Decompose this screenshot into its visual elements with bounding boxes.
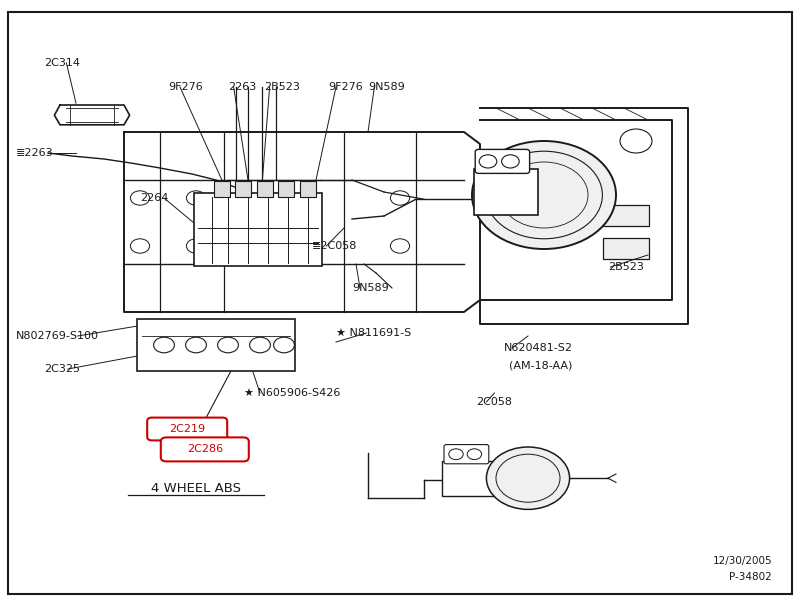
FancyBboxPatch shape: [475, 149, 530, 173]
Text: P-34802: P-34802: [730, 572, 772, 582]
FancyBboxPatch shape: [214, 181, 230, 197]
FancyBboxPatch shape: [300, 181, 316, 197]
FancyBboxPatch shape: [444, 445, 489, 464]
Text: 9F276: 9F276: [168, 82, 202, 92]
FancyBboxPatch shape: [235, 181, 251, 197]
Text: ★ N811691-S: ★ N811691-S: [336, 328, 411, 338]
FancyBboxPatch shape: [137, 319, 295, 371]
Text: 9N589: 9N589: [368, 82, 405, 92]
FancyBboxPatch shape: [161, 437, 249, 461]
FancyBboxPatch shape: [474, 169, 538, 215]
Text: (AM-18-AA): (AM-18-AA): [509, 361, 572, 371]
Text: N620481-S2: N620481-S2: [504, 343, 573, 353]
Text: 2B523: 2B523: [264, 82, 300, 92]
Text: 2B523: 2B523: [608, 262, 644, 272]
Text: 2C286: 2C286: [186, 445, 223, 454]
Text: ≣2263: ≣2263: [16, 148, 54, 158]
Text: 2C325: 2C325: [44, 364, 80, 374]
Text: 2263: 2263: [228, 82, 256, 92]
Text: 2264: 2264: [140, 193, 168, 203]
FancyBboxPatch shape: [147, 418, 227, 440]
Circle shape: [486, 447, 570, 509]
Text: ≣2C058: ≣2C058: [312, 241, 358, 251]
FancyBboxPatch shape: [603, 205, 649, 226]
Text: 2C219: 2C219: [169, 424, 206, 434]
Text: 2C314: 2C314: [44, 58, 80, 68]
FancyBboxPatch shape: [8, 12, 792, 594]
Text: 4 WHEEL ABS: 4 WHEEL ABS: [151, 482, 241, 496]
FancyBboxPatch shape: [194, 193, 322, 266]
Text: 9N589: 9N589: [352, 283, 389, 293]
FancyBboxPatch shape: [257, 181, 273, 197]
FancyBboxPatch shape: [603, 238, 649, 259]
Text: ★ N605906-S426: ★ N605906-S426: [244, 388, 340, 398]
Text: 9F276: 9F276: [328, 82, 362, 92]
Circle shape: [472, 141, 616, 249]
Text: 2C058: 2C058: [476, 397, 512, 407]
Text: 12/30/2005: 12/30/2005: [712, 556, 772, 566]
Text: N802769-S100: N802769-S100: [16, 331, 99, 341]
FancyBboxPatch shape: [278, 181, 294, 197]
FancyBboxPatch shape: [442, 461, 494, 496]
